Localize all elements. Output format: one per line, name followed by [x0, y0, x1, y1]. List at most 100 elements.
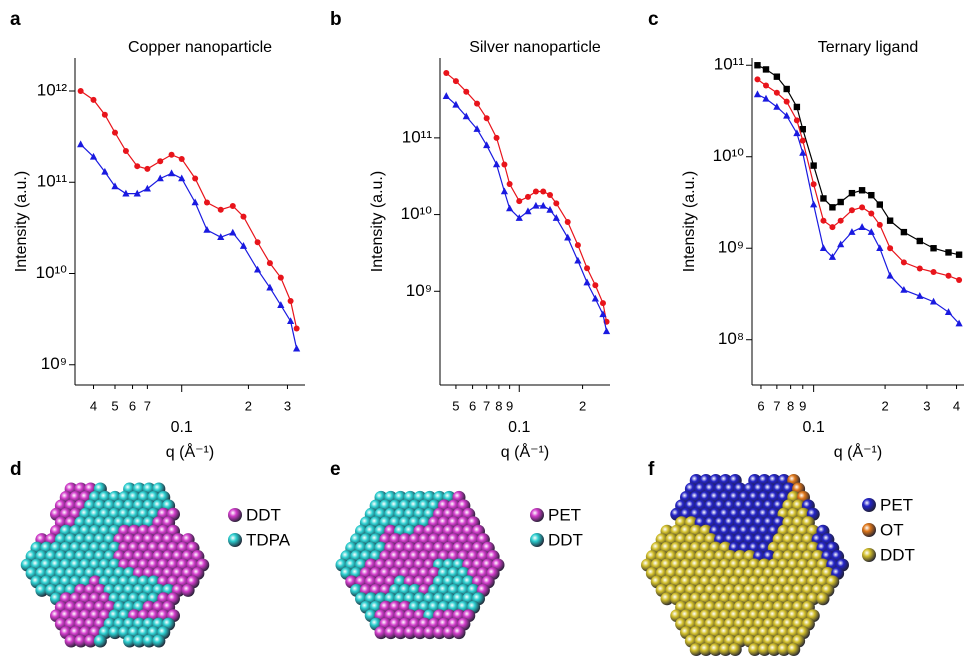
x-tick-label: 0.1: [171, 419, 193, 436]
data-point: [810, 200, 818, 208]
data-point: [876, 221, 883, 228]
data-point: [191, 198, 199, 206]
ligand-sphere: [689, 643, 703, 656]
data-point: [599, 300, 606, 307]
data-point: [793, 129, 801, 137]
data-point: [501, 161, 508, 168]
y-tick-label: 10¹⁰: [713, 146, 745, 165]
data-point: [783, 85, 790, 93]
data-point: [553, 200, 560, 207]
data-point: [178, 155, 185, 162]
data-point: [773, 102, 781, 110]
data-point: [492, 160, 501, 168]
data-point: [515, 214, 523, 221]
data-point: [539, 201, 547, 209]
data-point: [574, 256, 582, 264]
y-tick-label: 10¹¹: [402, 127, 433, 146]
ligand-sphere: [452, 626, 466, 640]
ligand-sphere: [152, 634, 166, 648]
data-point: [584, 265, 591, 272]
data-point: [293, 325, 300, 332]
x-tick-label: 4: [90, 398, 97, 413]
x-tick-label: 8: [495, 398, 502, 413]
data-point: [540, 188, 547, 195]
data-point: [287, 317, 295, 325]
data-point: [929, 297, 938, 305]
data-point: [483, 115, 490, 122]
data-point: [867, 228, 875, 235]
data-point: [944, 308, 953, 315]
x-tick-label: 4: [953, 398, 960, 413]
data-point: [229, 228, 237, 236]
legend-swatch: [530, 508, 544, 522]
data-point: [848, 228, 856, 235]
data-point: [443, 70, 450, 77]
ligand-sphere: [384, 626, 398, 640]
ligand-sphere: [142, 634, 156, 648]
data-point: [157, 158, 164, 165]
ligand-sphere: [374, 626, 388, 640]
data-point: [858, 223, 866, 230]
legend-label: DDT: [548, 530, 583, 549]
x-tick-label: 9: [506, 398, 513, 413]
data-point: [955, 319, 963, 327]
x-axis-label: q (Å⁻¹): [501, 442, 549, 461]
ligand-sphere: [748, 643, 762, 656]
chart-title: Ternary ligand: [818, 39, 919, 56]
data-point: [452, 78, 459, 85]
legend-label: OT: [880, 520, 904, 539]
ligand-sphere: [423, 626, 437, 640]
y-tick-label: 10¹⁰: [401, 204, 433, 223]
nanoparticle-image: [20, 482, 210, 648]
y-axis-label: Intensity (a.u.): [681, 171, 698, 272]
data-point: [500, 187, 509, 195]
y-tick-label: 10¹⁰: [36, 263, 68, 282]
data-point: [90, 96, 97, 103]
data-point: [773, 89, 780, 96]
y-tick-label: 10¹¹: [714, 55, 745, 74]
data-point: [101, 167, 109, 175]
ligand-sphere: [74, 634, 88, 648]
data-point: [799, 137, 806, 144]
ligand-sphere: [816, 592, 830, 606]
x-tick-label: 5: [111, 398, 118, 413]
data-point: [442, 92, 450, 99]
data-point: [229, 202, 236, 209]
data-point: [192, 175, 199, 182]
data-point: [143, 184, 151, 192]
data-point: [240, 213, 247, 220]
data-point: [546, 205, 554, 213]
nanoparticle-image: [641, 474, 849, 656]
legend-label: PET: [548, 505, 581, 524]
data-point: [483, 141, 491, 149]
x-tick-label: 7: [483, 398, 490, 413]
data-point: [837, 217, 844, 224]
data-point: [474, 100, 481, 107]
data-point: [793, 103, 801, 111]
x-tick-label: 8: [787, 398, 794, 413]
ligand-sphere: [699, 643, 713, 656]
x-axis-label: q (Å⁻¹): [166, 442, 214, 461]
data-point: [473, 125, 481, 132]
data-point: [810, 162, 817, 169]
data-point: [945, 272, 952, 279]
x-tick-label: 2: [245, 398, 252, 413]
ligand-sphere: [442, 626, 456, 640]
ligand-sphere: [93, 634, 107, 648]
chart-title: Silver nanoparticle: [469, 39, 601, 56]
ligand-sphere: [660, 592, 674, 606]
data-point: [254, 239, 261, 246]
data-point: [837, 240, 845, 248]
data-point: [793, 117, 800, 124]
x-tick-label: 6: [469, 398, 476, 413]
data-point: [266, 283, 274, 291]
data-point: [144, 165, 151, 172]
data-point: [754, 76, 761, 83]
data-point: [101, 111, 108, 118]
ligand-sphere: [709, 643, 723, 656]
data-point: [916, 265, 923, 272]
data-point: [916, 292, 924, 299]
data-point: [532, 201, 540, 209]
data-point: [837, 198, 844, 206]
y-tick-label: 10⁹: [41, 354, 67, 373]
